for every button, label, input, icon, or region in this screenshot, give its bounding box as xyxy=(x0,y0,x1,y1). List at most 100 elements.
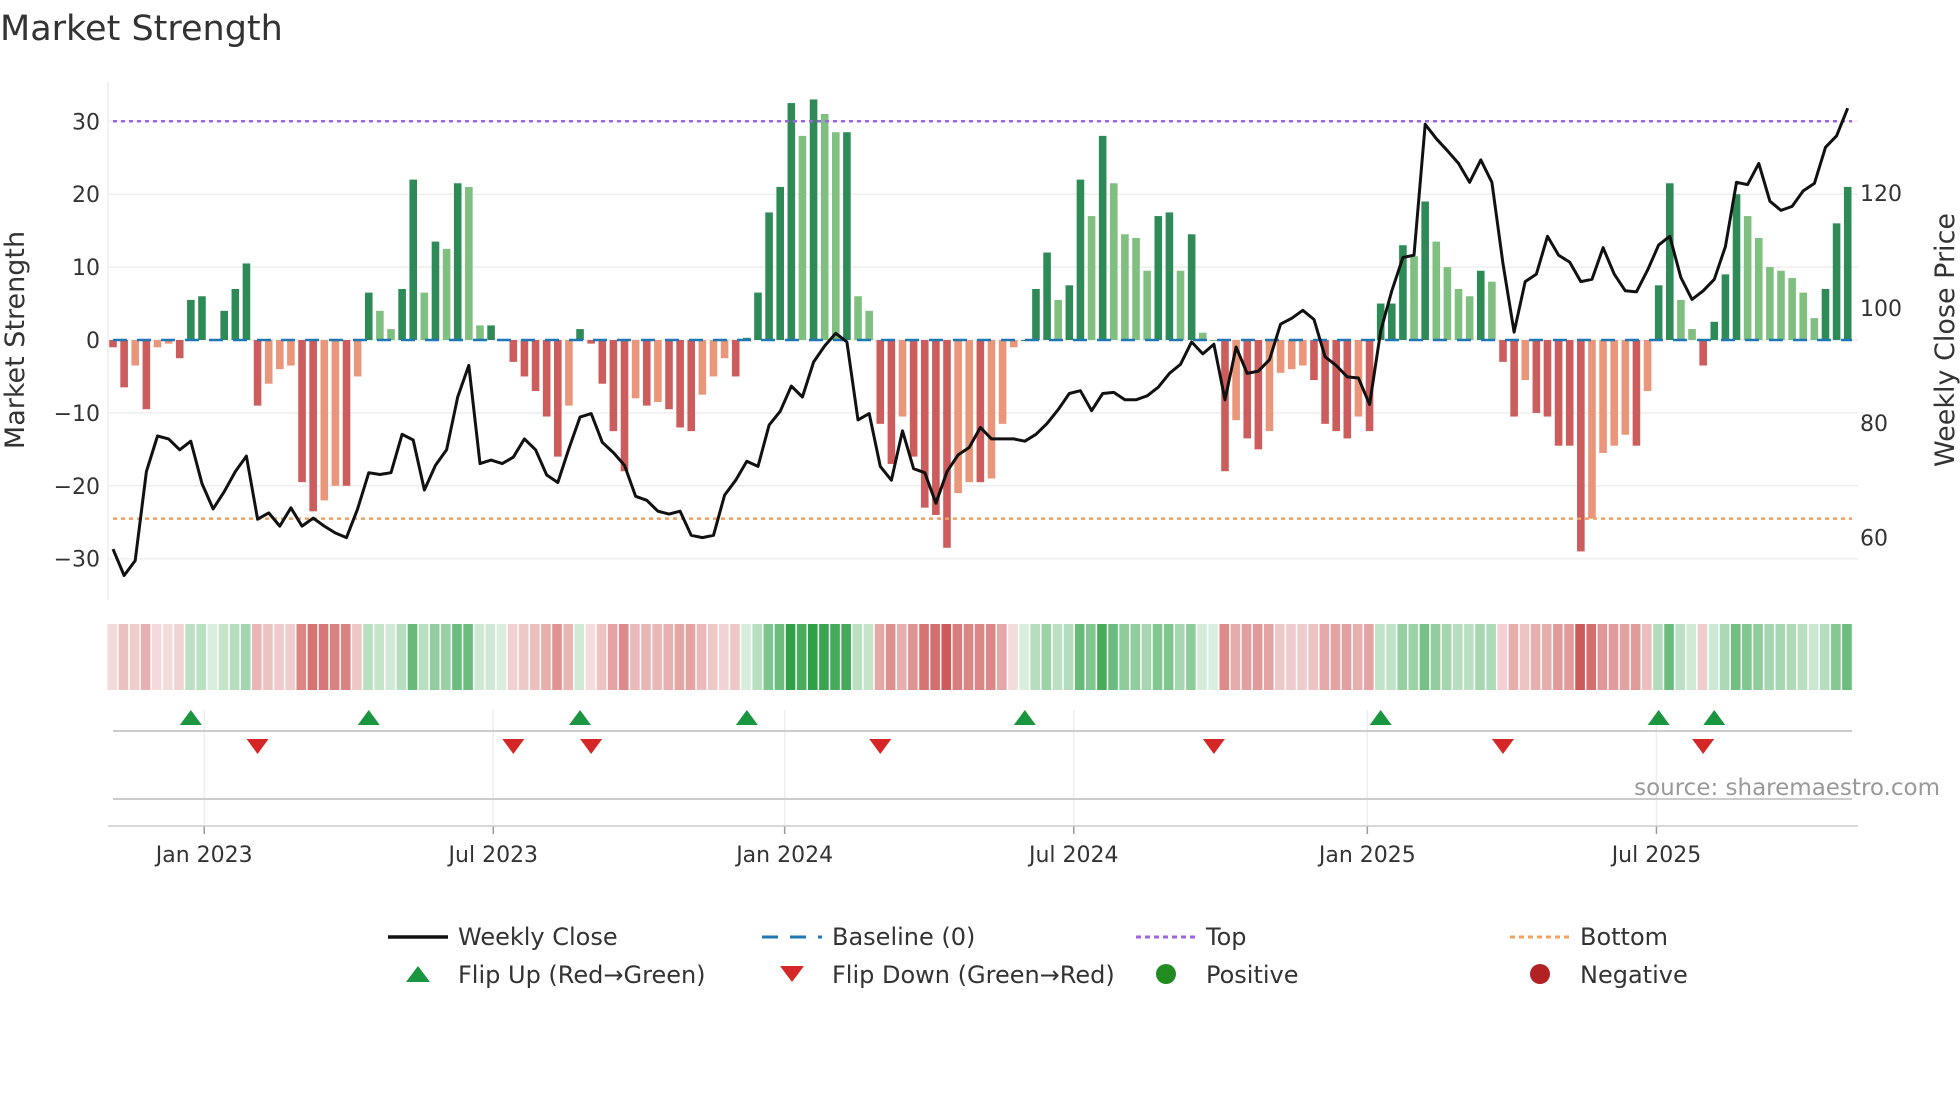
strength-bar xyxy=(1410,256,1418,340)
strength-bar xyxy=(909,340,918,457)
heat-strip-cell xyxy=(274,624,284,690)
flip-up-marker xyxy=(569,710,592,725)
heat-strip-cell xyxy=(596,624,607,690)
y-tick-label: 30 xyxy=(72,110,100,135)
heat-strip-cell xyxy=(763,624,774,690)
heat-strip-cell xyxy=(1263,624,1274,690)
heat-strip-cell xyxy=(285,624,295,690)
heat-strip-cell xyxy=(429,624,440,690)
flip-down-marker xyxy=(246,739,269,754)
strength-bar xyxy=(787,103,796,340)
strength-bar xyxy=(1476,270,1485,340)
heat-strip-cell xyxy=(1497,624,1508,690)
heat-strip-cell xyxy=(229,624,240,690)
strength-bar xyxy=(276,340,284,370)
strength-bar xyxy=(1321,340,1329,424)
heat-strip-cell xyxy=(1408,624,1419,690)
y-tick-label: −20 xyxy=(54,475,100,500)
heat-strip-cell xyxy=(1019,624,1029,690)
strength-bar xyxy=(843,132,851,340)
heat-strip-cell xyxy=(574,624,585,690)
heat-strip-cell xyxy=(374,624,384,690)
strength-bar xyxy=(1143,270,1151,340)
heat-strip-cell xyxy=(696,624,707,690)
heat-strip-cell xyxy=(196,624,207,690)
strength-bar xyxy=(565,340,573,406)
strength-bar xyxy=(1299,340,1307,366)
strength-bar xyxy=(809,99,818,341)
heat-strip-cell xyxy=(1430,624,1441,690)
strength-bar xyxy=(1421,201,1429,340)
heat-strip-cell xyxy=(1108,624,1118,690)
flip-down-legend-icon xyxy=(780,966,804,982)
strength-bar xyxy=(542,340,551,417)
strength-bar xyxy=(1777,270,1785,340)
heat-strip-cell xyxy=(1797,624,1808,690)
heat-strip-cell xyxy=(1642,624,1652,690)
strength-bar xyxy=(1098,135,1107,340)
heat-strip-cell xyxy=(1742,624,1752,690)
heat-strip-cell xyxy=(1386,624,1396,690)
heat-strip-cell xyxy=(307,624,318,690)
strength-bar xyxy=(987,340,996,479)
strength-bar xyxy=(920,340,929,508)
y2-axis-label: Weekly Close Price xyxy=(1930,213,1960,467)
heat-strip-cell xyxy=(1630,624,1641,690)
heat-strip-cell xyxy=(552,624,562,690)
flip-down-marker xyxy=(1202,739,1225,754)
strength-bar xyxy=(1643,340,1652,392)
strength-bar xyxy=(253,340,262,406)
heat-strip-cell xyxy=(1819,624,1830,690)
heat-strip-cell xyxy=(607,624,618,690)
strength-bar xyxy=(1443,267,1452,340)
heat-strip-cell xyxy=(1786,624,1797,690)
flip-down-marker xyxy=(1492,739,1514,754)
heat-strip-cell xyxy=(1486,624,1496,690)
strength-bar xyxy=(932,340,940,515)
y-tick-label: −10 xyxy=(54,402,100,427)
strength-bar xyxy=(142,340,151,410)
heat-strip-cell xyxy=(1541,624,1552,690)
heat-strip-cell xyxy=(1163,624,1174,690)
strength-bar xyxy=(220,310,228,340)
heat-strip-cell xyxy=(518,624,529,690)
strength-bar xyxy=(865,310,873,340)
legend-label: Flip Up (Red→Green) xyxy=(458,961,706,989)
strength-bar xyxy=(676,340,684,428)
strength-bar xyxy=(120,340,128,388)
strength-bar xyxy=(1399,245,1407,340)
strength-bar xyxy=(1110,183,1118,340)
heat-strip-cell xyxy=(941,624,952,690)
heat-strip-cell xyxy=(174,624,184,690)
strength-bar xyxy=(509,340,518,362)
heat-strip-cell xyxy=(1186,624,1196,690)
strength-bar xyxy=(1187,234,1196,340)
heat-strip-cell xyxy=(1275,624,1285,690)
strength-heat-strip xyxy=(107,624,1852,690)
heat-strip-cell xyxy=(630,624,640,690)
legend-label: Top xyxy=(1205,923,1247,951)
strength-bar xyxy=(1532,340,1541,413)
strength-bar xyxy=(1666,183,1674,340)
heat-strip-cell xyxy=(919,624,929,690)
heat-strip-cell xyxy=(685,624,696,690)
heat-strip-cell xyxy=(585,624,596,690)
strength-bar xyxy=(1054,299,1062,340)
strength-bar xyxy=(854,296,862,340)
strength-bar xyxy=(1243,340,1252,439)
heat-strip-cell xyxy=(163,624,173,690)
strength-bar xyxy=(609,340,618,432)
strength-bar xyxy=(187,299,195,340)
heat-strip-cell xyxy=(1208,624,1218,690)
heat-strip-cell xyxy=(852,624,863,690)
strength-bar xyxy=(1432,241,1441,340)
heat-strip-cell xyxy=(774,624,785,690)
heat-strip-cell xyxy=(1764,624,1774,690)
strength-bar xyxy=(1832,223,1841,340)
x-tick-label: Jan 2025 xyxy=(1317,843,1416,868)
heat-strip-cell xyxy=(363,624,373,690)
strength-bar xyxy=(1654,285,1663,340)
strength-bar xyxy=(1554,340,1563,446)
heat-strip-cell xyxy=(1119,624,1129,690)
strength-bar xyxy=(309,340,317,512)
